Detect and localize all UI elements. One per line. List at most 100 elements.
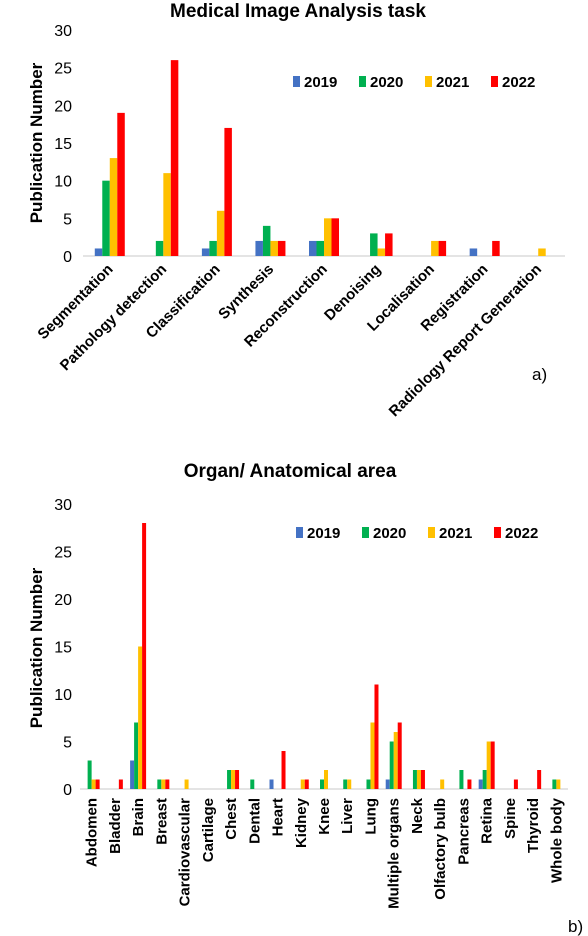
- bar-2021-abdomen: [91, 779, 96, 789]
- chart-a-ylabel: Publication Number: [27, 62, 46, 223]
- bar-2022-segmentation: [117, 112, 125, 257]
- bar-2020-abdomen: [87, 760, 92, 789]
- bar-2020-denoising: [370, 233, 378, 256]
- bar-2022-lung: [374, 684, 379, 789]
- bar-2021-localisation: [431, 240, 439, 256]
- bar-2020-multiple-organs: [389, 741, 394, 789]
- bar-2019-brain: [130, 760, 135, 789]
- legend-label-2019: 2019: [307, 525, 340, 542]
- chart-b-y-tick-label: 30: [54, 497, 72, 514]
- legend-swatch-2021: [428, 527, 435, 538]
- bar-2021-olfactory-bulb: [440, 779, 445, 789]
- bar-2020-retina: [482, 770, 487, 789]
- chart-a-y-tick-label: 0: [63, 249, 72, 266]
- bar-2021-segmentation: [109, 158, 118, 256]
- chart-b-legend: 2019 2020 2021 2022: [296, 525, 538, 542]
- chart-b-category-label: Brain: [130, 798, 147, 836]
- chart-b-ylabel: Publication Number: [27, 567, 46, 728]
- bar-2020-pathology-detection: [155, 240, 164, 256]
- legend-label-2021: 2021: [439, 525, 472, 542]
- bar-2022-breast: [165, 779, 170, 789]
- chart-b-category-label: Whole body: [548, 797, 565, 883]
- chart-b-category-label: Chest: [223, 798, 240, 840]
- chart-a: Medical Image Analysis task Publication …: [27, 1, 565, 420]
- bar-2022-neck: [420, 770, 425, 789]
- chart-b-y-tick-label: 25: [54, 545, 72, 562]
- legend-swatch-2022: [491, 76, 498, 87]
- chart-b-category-label: Dental: [246, 798, 263, 844]
- bar-2021-breast: [161, 779, 166, 789]
- bar-2022-thyroid: [537, 770, 542, 789]
- chart-a-y-tick-label: 30: [54, 23, 72, 40]
- legend-swatch-2020: [359, 76, 366, 87]
- bar-2022-pathology-detection: [170, 60, 179, 256]
- chart-a-panel-label: a): [532, 365, 547, 384]
- chart-a-y-tick-label: 20: [54, 98, 72, 115]
- bar-2021-neck: [416, 770, 421, 789]
- bar-2022-pancreas: [467, 779, 472, 789]
- bar-2021-synthesis: [270, 240, 278, 256]
- bar-2020-reconstruction: [316, 240, 324, 256]
- bar-2020-lung: [366, 779, 371, 789]
- legend-label-2019: 2019: [304, 74, 337, 91]
- chart-b-panel-label: b): [568, 917, 583, 936]
- chart-b-category-label: Neck: [409, 797, 426, 834]
- bar-2020-breast: [157, 779, 162, 789]
- bar-2021-retina: [486, 741, 491, 789]
- chart-b-category-label: Kidney: [293, 797, 310, 848]
- chart-b-category-label: Bladder: [107, 798, 124, 854]
- bar-2022-spine: [513, 779, 518, 789]
- bar-2021-lung: [370, 722, 375, 789]
- legend-label-2022: 2022: [505, 525, 538, 542]
- bar-2022-bladder: [118, 779, 123, 789]
- bar-2020-whole-body: [552, 779, 557, 789]
- legend-swatch-2021: [425, 76, 432, 87]
- bar-2022-chest: [235, 770, 240, 789]
- bar-2021-radiology-report-generation: [538, 248, 546, 256]
- bar-2022-brain: [142, 523, 147, 789]
- bar-2019-synthesis: [255, 240, 263, 256]
- chart-a-y-tick-label: 5: [63, 211, 72, 228]
- bar-2021-classification: [216, 210, 225, 256]
- bar-2020-dental: [250, 779, 255, 789]
- legend-swatch-2019: [293, 76, 300, 87]
- bar-2020-knee: [320, 779, 324, 789]
- chart-b-category-label: Cardiovascular: [177, 798, 194, 907]
- chart-b-bars: [87, 523, 561, 789]
- bar-2021-brain: [138, 646, 143, 789]
- chart-b-y-tick-label: 5: [63, 735, 72, 752]
- chart-b-y-tick-label: 0: [63, 782, 72, 799]
- bar-2022-reconstruction: [331, 218, 339, 256]
- chart-b-category-label: Lung: [362, 798, 379, 835]
- chart-b-category-label: Pancreas: [455, 798, 472, 865]
- chart-b: Organ/ Anatomical area Publication Numbe…: [27, 461, 583, 936]
- chart-b-category-label: Abdomen: [84, 798, 101, 867]
- legend-swatch-2022: [494, 527, 501, 538]
- chart-a-y-tick-label: 25: [54, 61, 72, 78]
- chart-b-y-axis: 0 5 10 15 20 25 30: [54, 497, 72, 799]
- bar-2021-pathology-detection: [163, 173, 171, 256]
- chart-b-y-tick-label: 20: [54, 592, 72, 609]
- bar-2020-neck: [412, 770, 417, 789]
- chart-a-y-axis: 0 5 10 15 20 25 30: [54, 23, 72, 266]
- bar-2020-segmentation: [102, 180, 110, 256]
- legend-label-2021: 2021: [436, 74, 469, 91]
- legend-swatch-2020: [362, 527, 369, 538]
- chart-a-y-tick-label: 15: [54, 136, 72, 153]
- bar-2019-reconstruction: [309, 240, 317, 256]
- chart-b-category-label: Cartilage: [200, 798, 217, 862]
- chart-a-category-label: Pathology detection: [57, 261, 170, 374]
- bar-2021-cardiovascular: [184, 779, 189, 789]
- bar-2019-multiple-organs: [385, 779, 390, 789]
- chart-b-category-label: Heart: [270, 798, 287, 836]
- chart-a-title: Medical Image Analysis task: [170, 1, 426, 22]
- chart-a-bars: [94, 60, 546, 257]
- legend-label-2020: 2020: [373, 525, 406, 542]
- bar-2022-heart: [281, 751, 286, 789]
- bar-2020-pancreas: [459, 770, 464, 789]
- bar-2022-multiple-organs: [397, 722, 402, 789]
- bar-2020-brain: [134, 722, 139, 789]
- chart-b-category-labels: Abdomen Bladder Brain Breast Cardiovascular C…: [84, 797, 566, 909]
